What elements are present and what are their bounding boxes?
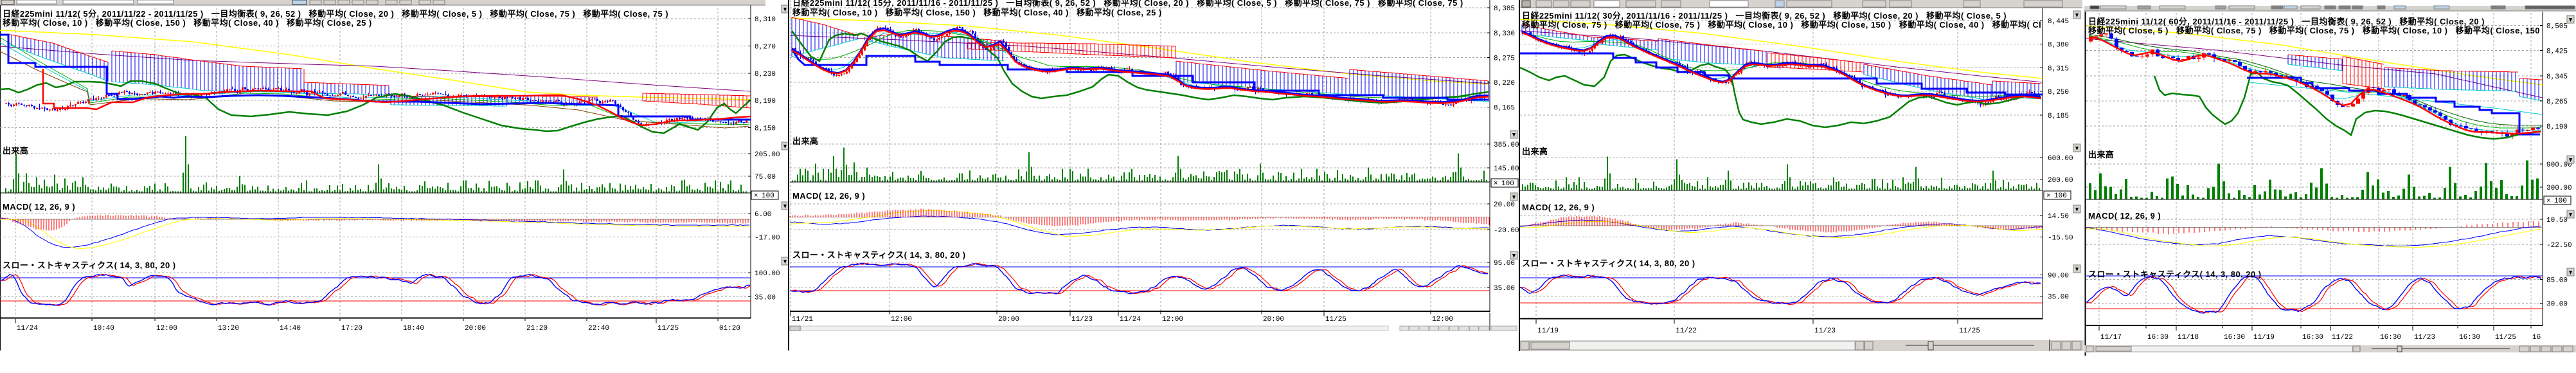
svg-text:8,505: 8,505 bbox=[2546, 23, 2568, 31]
svg-text:16:30: 16:30 bbox=[2147, 334, 2169, 341]
svg-text:100: 100 bbox=[1501, 180, 1514, 188]
svg-text:100: 100 bbox=[2554, 197, 2567, 205]
svg-text:20:00: 20:00 bbox=[998, 316, 1019, 323]
svg-text:90.00: 90.00 bbox=[2048, 273, 2069, 280]
svg-text:8,425: 8,425 bbox=[2546, 48, 2568, 56]
svg-text:-20.00: -20.00 bbox=[1494, 227, 1519, 235]
svg-text:×: × bbox=[2546, 197, 2550, 205]
svg-text:8,380: 8,380 bbox=[2048, 42, 2069, 50]
svg-text:8,345: 8,345 bbox=[2546, 73, 2568, 81]
svg-text:8,310: 8,310 bbox=[755, 16, 776, 24]
svg-text:16:30: 16:30 bbox=[2302, 334, 2323, 341]
svg-text:8,165: 8,165 bbox=[1494, 105, 1515, 113]
svg-text:205.00: 205.00 bbox=[755, 151, 780, 159]
svg-text:20.00: 20.00 bbox=[1494, 201, 1515, 209]
svg-text:8,220: 8,220 bbox=[1494, 80, 1515, 87]
svg-text:11/19: 11/19 bbox=[1537, 327, 1559, 335]
svg-text:14.50: 14.50 bbox=[2048, 213, 2069, 221]
svg-text:85.00: 85.00 bbox=[2546, 277, 2568, 285]
svg-text:16: 16 bbox=[2532, 334, 2541, 341]
svg-text:600.00: 600.00 bbox=[2048, 155, 2073, 163]
svg-text:-22.50: -22.50 bbox=[2546, 242, 2572, 250]
svg-text:11/24: 11/24 bbox=[17, 325, 38, 332]
svg-text:16:30: 16:30 bbox=[2224, 334, 2245, 341]
svg-text:900.00: 900.00 bbox=[2546, 161, 2572, 169]
svg-text:30.00: 30.00 bbox=[2546, 301, 2568, 309]
svg-text:17:20: 17:20 bbox=[341, 325, 362, 332]
svg-text:14:40: 14:40 bbox=[280, 325, 301, 332]
svg-text:11/23: 11/23 bbox=[1071, 316, 1093, 323]
svg-text:200.00: 200.00 bbox=[2048, 177, 2073, 185]
svg-text:8,185: 8,185 bbox=[2048, 113, 2069, 120]
svg-text:11/25: 11/25 bbox=[1325, 316, 1346, 323]
svg-text:145.00: 145.00 bbox=[1494, 165, 1519, 173]
svg-text:35.00: 35.00 bbox=[1494, 285, 1515, 293]
svg-text:01:20: 01:20 bbox=[719, 325, 740, 332]
svg-text:8,385: 8,385 bbox=[1494, 5, 1515, 13]
svg-text:11/25: 11/25 bbox=[1959, 327, 1980, 335]
svg-text:11/22: 11/22 bbox=[1676, 327, 1697, 335]
svg-text:×: × bbox=[2046, 192, 2050, 199]
svg-text:11/21: 11/21 bbox=[792, 316, 813, 323]
svg-text:35.00: 35.00 bbox=[2048, 294, 2069, 302]
svg-text:95.00: 95.00 bbox=[1494, 260, 1515, 268]
svg-text:12:00: 12:00 bbox=[891, 316, 912, 323]
svg-text:21:20: 21:20 bbox=[526, 325, 548, 332]
svg-text:18:40: 18:40 bbox=[403, 325, 424, 332]
svg-text:8,230: 8,230 bbox=[755, 71, 776, 78]
svg-text:-17.00: -17.00 bbox=[755, 235, 780, 242]
svg-text:8,150: 8,150 bbox=[755, 125, 776, 133]
svg-text:8,330: 8,330 bbox=[1494, 30, 1515, 38]
svg-text:8,190: 8,190 bbox=[755, 98, 776, 105]
svg-text:8,270: 8,270 bbox=[755, 44, 776, 51]
svg-text:20:00: 20:00 bbox=[1263, 316, 1284, 323]
svg-text:100: 100 bbox=[2054, 192, 2067, 200]
svg-text:13:20: 13:20 bbox=[218, 325, 239, 332]
svg-text:385.00: 385.00 bbox=[1494, 141, 1519, 149]
svg-text:11/23: 11/23 bbox=[1814, 327, 1836, 335]
svg-text:-15.50: -15.50 bbox=[2048, 235, 2073, 242]
svg-text:11/24: 11/24 bbox=[1120, 316, 1141, 323]
svg-text:12:00: 12:00 bbox=[1432, 316, 1453, 323]
svg-text:×: × bbox=[754, 192, 758, 199]
svg-text:11/25: 11/25 bbox=[2495, 334, 2516, 341]
svg-text:8,445: 8,445 bbox=[2048, 18, 2069, 26]
svg-text:75.00: 75.00 bbox=[755, 174, 776, 181]
svg-text:8,190: 8,190 bbox=[2546, 123, 2568, 131]
svg-text:100.00: 100.00 bbox=[755, 270, 780, 278]
svg-text:11/23: 11/23 bbox=[2414, 334, 2435, 341]
svg-text:×: × bbox=[1494, 179, 1498, 187]
svg-text:12:00: 12:00 bbox=[156, 325, 177, 332]
svg-text:20:00: 20:00 bbox=[465, 325, 486, 332]
svg-text:11/17: 11/17 bbox=[2100, 334, 2122, 341]
svg-text:6.00: 6.00 bbox=[755, 211, 771, 219]
svg-text:35.00: 35.00 bbox=[755, 295, 776, 302]
svg-text:16:30: 16:30 bbox=[2380, 334, 2401, 341]
svg-text:12:00: 12:00 bbox=[1162, 316, 1183, 323]
svg-text:11/22: 11/22 bbox=[2332, 334, 2353, 341]
svg-text:8,265: 8,265 bbox=[2546, 98, 2568, 106]
svg-text:11/18: 11/18 bbox=[2178, 334, 2199, 341]
svg-text:16:30: 16:30 bbox=[2459, 334, 2480, 341]
svg-text:8,250: 8,250 bbox=[2048, 89, 2069, 96]
svg-text:300.00: 300.00 bbox=[2546, 185, 2572, 192]
svg-text:10.50: 10.50 bbox=[2546, 217, 2568, 224]
svg-text:11/25: 11/25 bbox=[657, 325, 679, 332]
svg-text:22:40: 22:40 bbox=[588, 325, 609, 332]
svg-text:11/19: 11/19 bbox=[2253, 334, 2275, 341]
svg-text:10:40: 10:40 bbox=[93, 325, 114, 332]
svg-text:100: 100 bbox=[762, 192, 774, 200]
svg-text:8,315: 8,315 bbox=[2048, 66, 2069, 73]
svg-text:8,275: 8,275 bbox=[1494, 55, 1515, 63]
